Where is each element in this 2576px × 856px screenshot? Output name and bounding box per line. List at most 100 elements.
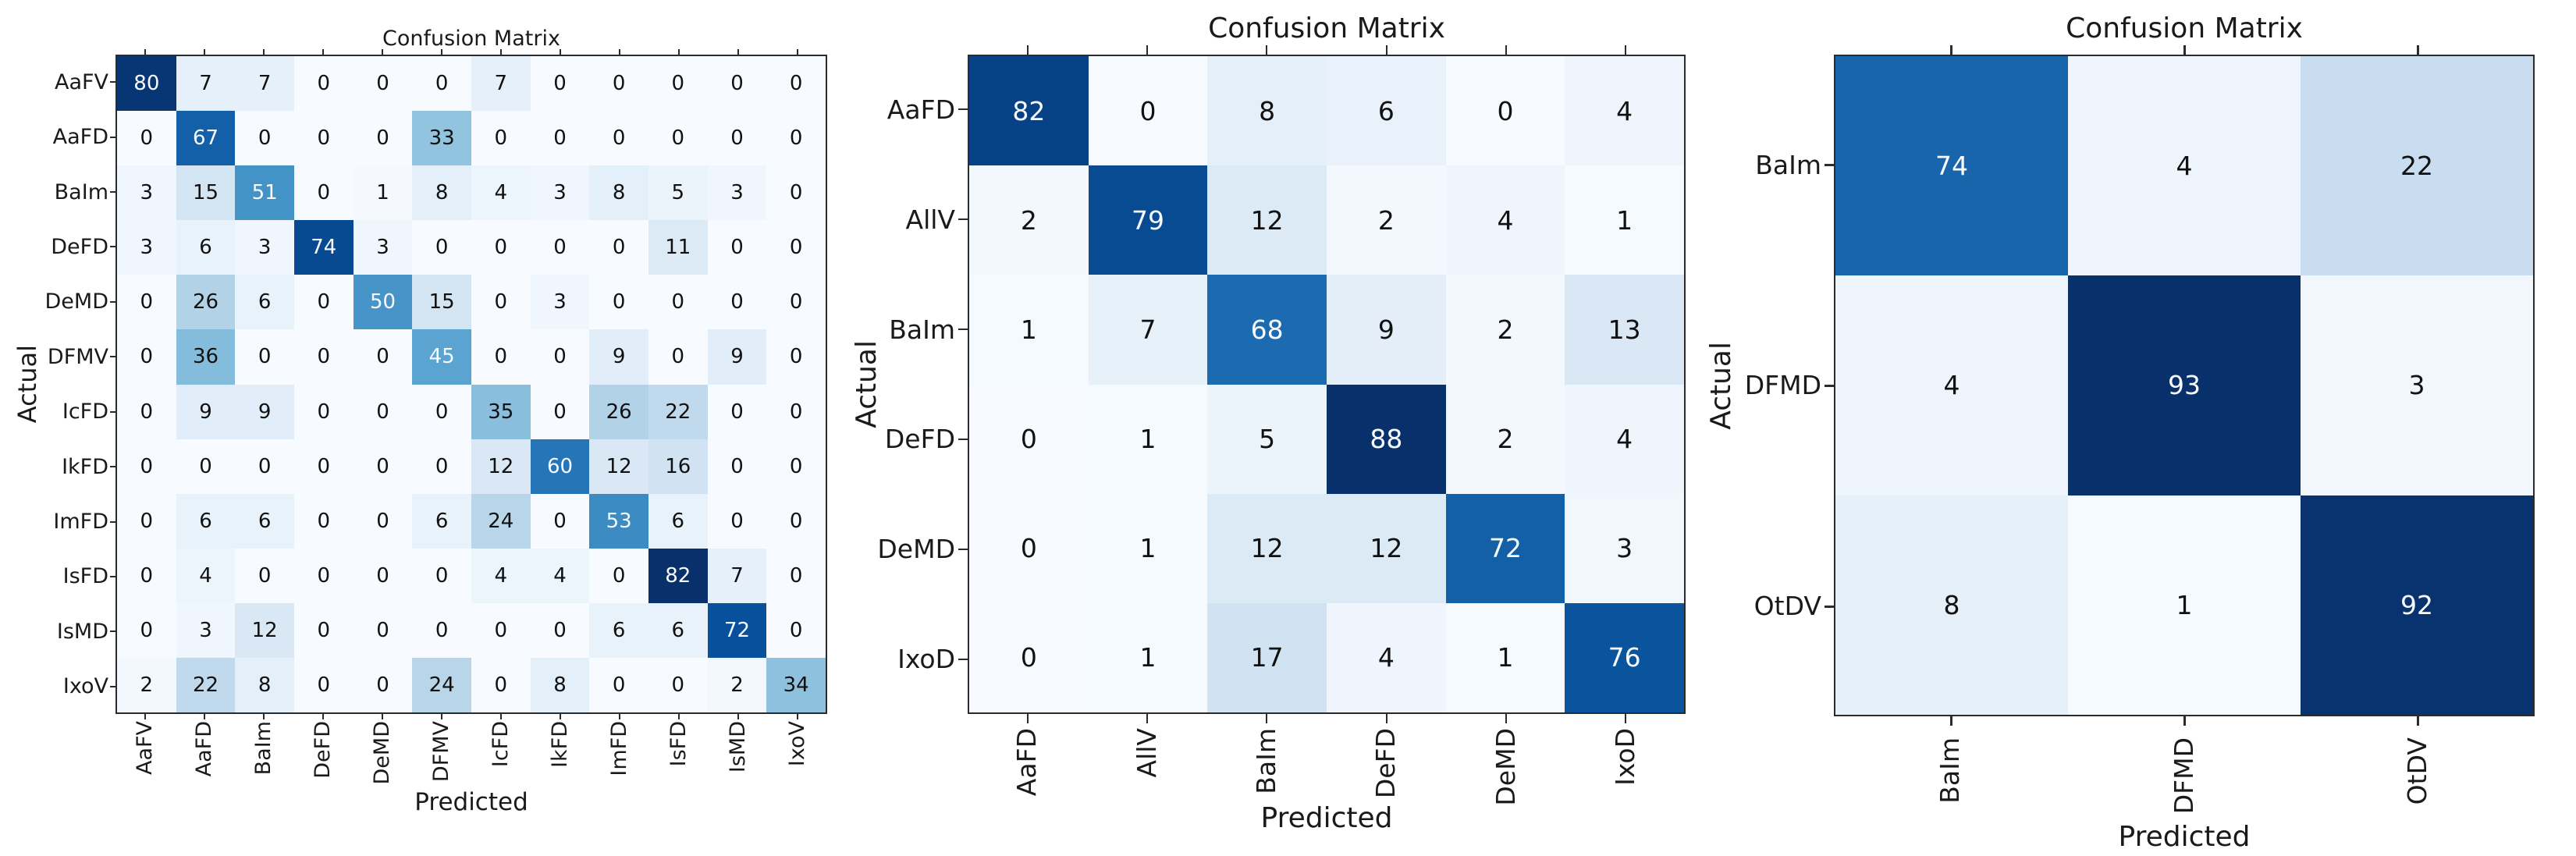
matrix-cell: 0 <box>293 548 354 603</box>
y-tick-label: DeMD <box>877 534 955 565</box>
matrix-cell: 0 <box>412 548 471 603</box>
matrix-cell: 0 <box>471 275 531 330</box>
matrix-cell: 15 <box>412 275 471 330</box>
x-tick-labels: AaFV AaFD BaIm DeFD DeMD DFMV IcFD IkFD ImFD IsFD… <box>115 721 827 796</box>
tick-mark <box>958 218 968 221</box>
tick-mark <box>110 246 115 248</box>
heatmap-grid: 80 7 7 0 0 0 7 0 0 0 0 0 0 67 0 0 0 33 0 0 0 0 0 0 3 15 51 0 1 8 4 3 8 5 3… <box>115 55 827 714</box>
matrix-cell: 0 <box>530 111 590 166</box>
heatmap-grid: 82 0 8 6 0 4 2 79 12 2 4 1 1 7 68 9 2 13 0 1 5 88 2 4 0 1 12 12 72 3 0… <box>968 55 1686 714</box>
y-tick-label: DeFD <box>884 424 955 455</box>
x-tick-labels: BaIm DFMD OtDV <box>1834 737 2535 823</box>
matrix-cell: 0 <box>293 56 354 112</box>
y-tick-label: BaIm <box>889 314 955 345</box>
matrix-cell: 0 <box>117 548 176 603</box>
matrix-cell: 0 <box>471 220 531 275</box>
tick-mark <box>1266 45 1268 55</box>
matrix-cell: 15 <box>176 165 236 221</box>
matrix-cell: 1 <box>1088 384 1208 494</box>
matrix-cell: 0 <box>766 493 826 549</box>
tick-mark <box>958 108 968 111</box>
matrix-cell: 0 <box>293 111 354 166</box>
tick-mark <box>958 658 968 660</box>
matrix-cell: 2 <box>969 165 1089 275</box>
tick-mark <box>1949 716 1952 726</box>
y-tick-label: IxoV <box>62 674 108 699</box>
matrix-cell: 0 <box>766 275 826 330</box>
matrix-cell: 0 <box>353 602 413 658</box>
tick-mark <box>1266 714 1268 723</box>
matrix-cell: 6 <box>176 220 236 275</box>
matrix-cell: 0 <box>766 56 826 112</box>
tick-mark <box>1949 45 1952 55</box>
matrix-cell: 0 <box>293 657 354 712</box>
y-tick-label: IxoD <box>897 644 955 675</box>
tick-mark <box>204 714 205 719</box>
matrix-cell: 93 <box>2068 275 2301 495</box>
matrix-cell: 0 <box>707 275 767 330</box>
x-tick-label: IsMD <box>725 721 750 773</box>
matrix-cell: 0 <box>412 384 471 439</box>
y-tick-label: DFMV <box>47 344 108 369</box>
matrix-cell: 0 <box>117 493 176 549</box>
matrix-cell: 0 <box>707 111 767 166</box>
matrix-cell: 4 <box>2068 56 2301 276</box>
tick-mark <box>958 438 968 440</box>
matrix-cell: 0 <box>648 329 708 385</box>
matrix-cell: 60 <box>530 439 590 494</box>
heatmap-grid: 74 4 22 4 93 3 8 1 92 <box>1834 55 2535 716</box>
matrix-cell: 0 <box>707 220 767 275</box>
matrix-cell: 0 <box>235 439 294 494</box>
tick-mark <box>204 49 205 55</box>
tick-mark <box>1146 714 1148 723</box>
y-tick-label: DeFD <box>51 234 108 259</box>
tick-mark <box>110 685 115 687</box>
matrix-cell: 1 <box>1088 602 1208 712</box>
matrix-cell: 0 <box>235 548 294 603</box>
matrix-cell: 9 <box>707 329 767 385</box>
tick-mark <box>110 520 115 523</box>
matrix-cell: 0 <box>353 657 413 712</box>
matrix-cell: 0 <box>353 548 413 603</box>
matrix-cell: 79 <box>1088 165 1208 275</box>
matrix-cell: 0 <box>117 602 176 658</box>
tick-mark <box>619 714 620 719</box>
matrix-cell: 0 <box>707 493 767 549</box>
matrix-cell: 11 <box>648 220 708 275</box>
matrix-cell: 0 <box>412 220 471 275</box>
matrix-cell: 26 <box>176 275 236 330</box>
matrix-cell: 3 <box>235 220 294 275</box>
tick-mark <box>441 49 442 55</box>
matrix-cell: 3 <box>2301 275 2533 495</box>
x-tick-label: DeFD <box>1370 728 1402 799</box>
matrix-cell: 0 <box>530 493 590 549</box>
matrix-cell: 12 <box>1327 493 1446 603</box>
matrix-cell: 0 <box>412 56 471 112</box>
y-tick-label: ImFD <box>53 510 108 535</box>
matrix-cell: 0 <box>117 384 176 439</box>
tick-mark <box>110 300 115 303</box>
y-tick-label: BaIm <box>54 179 108 204</box>
matrix-cell: 74 <box>1835 56 2068 276</box>
matrix-cell: 8 <box>412 165 471 221</box>
x-axis-label: Predicted <box>2118 821 2251 853</box>
matrix-cell: 9 <box>235 384 294 439</box>
matrix-cell: 7 <box>1088 275 1208 385</box>
x-tick-label: AaFD <box>191 721 216 777</box>
matrix-cell: 0 <box>353 439 413 494</box>
tick-mark <box>110 136 115 138</box>
matrix-cell: 0 <box>293 493 354 549</box>
matrix-cell: 0 <box>530 602 590 658</box>
matrix-cell: 0 <box>117 275 176 330</box>
tick-mark <box>2183 45 2186 55</box>
matrix-cell: 0 <box>648 275 708 330</box>
matrix-cell: 17 <box>1207 602 1327 712</box>
matrix-cell: 0 <box>293 275 354 330</box>
matrix-cell: 0 <box>766 439 826 494</box>
matrix-cell: 82 <box>648 548 708 603</box>
matrix-cell: 0 <box>589 111 648 166</box>
matrix-cell: 6 <box>235 275 294 330</box>
x-tick-label: DeMD <box>369 721 394 785</box>
matrix-cell: 0 <box>353 56 413 112</box>
x-tick-label: BaIm <box>250 721 275 776</box>
